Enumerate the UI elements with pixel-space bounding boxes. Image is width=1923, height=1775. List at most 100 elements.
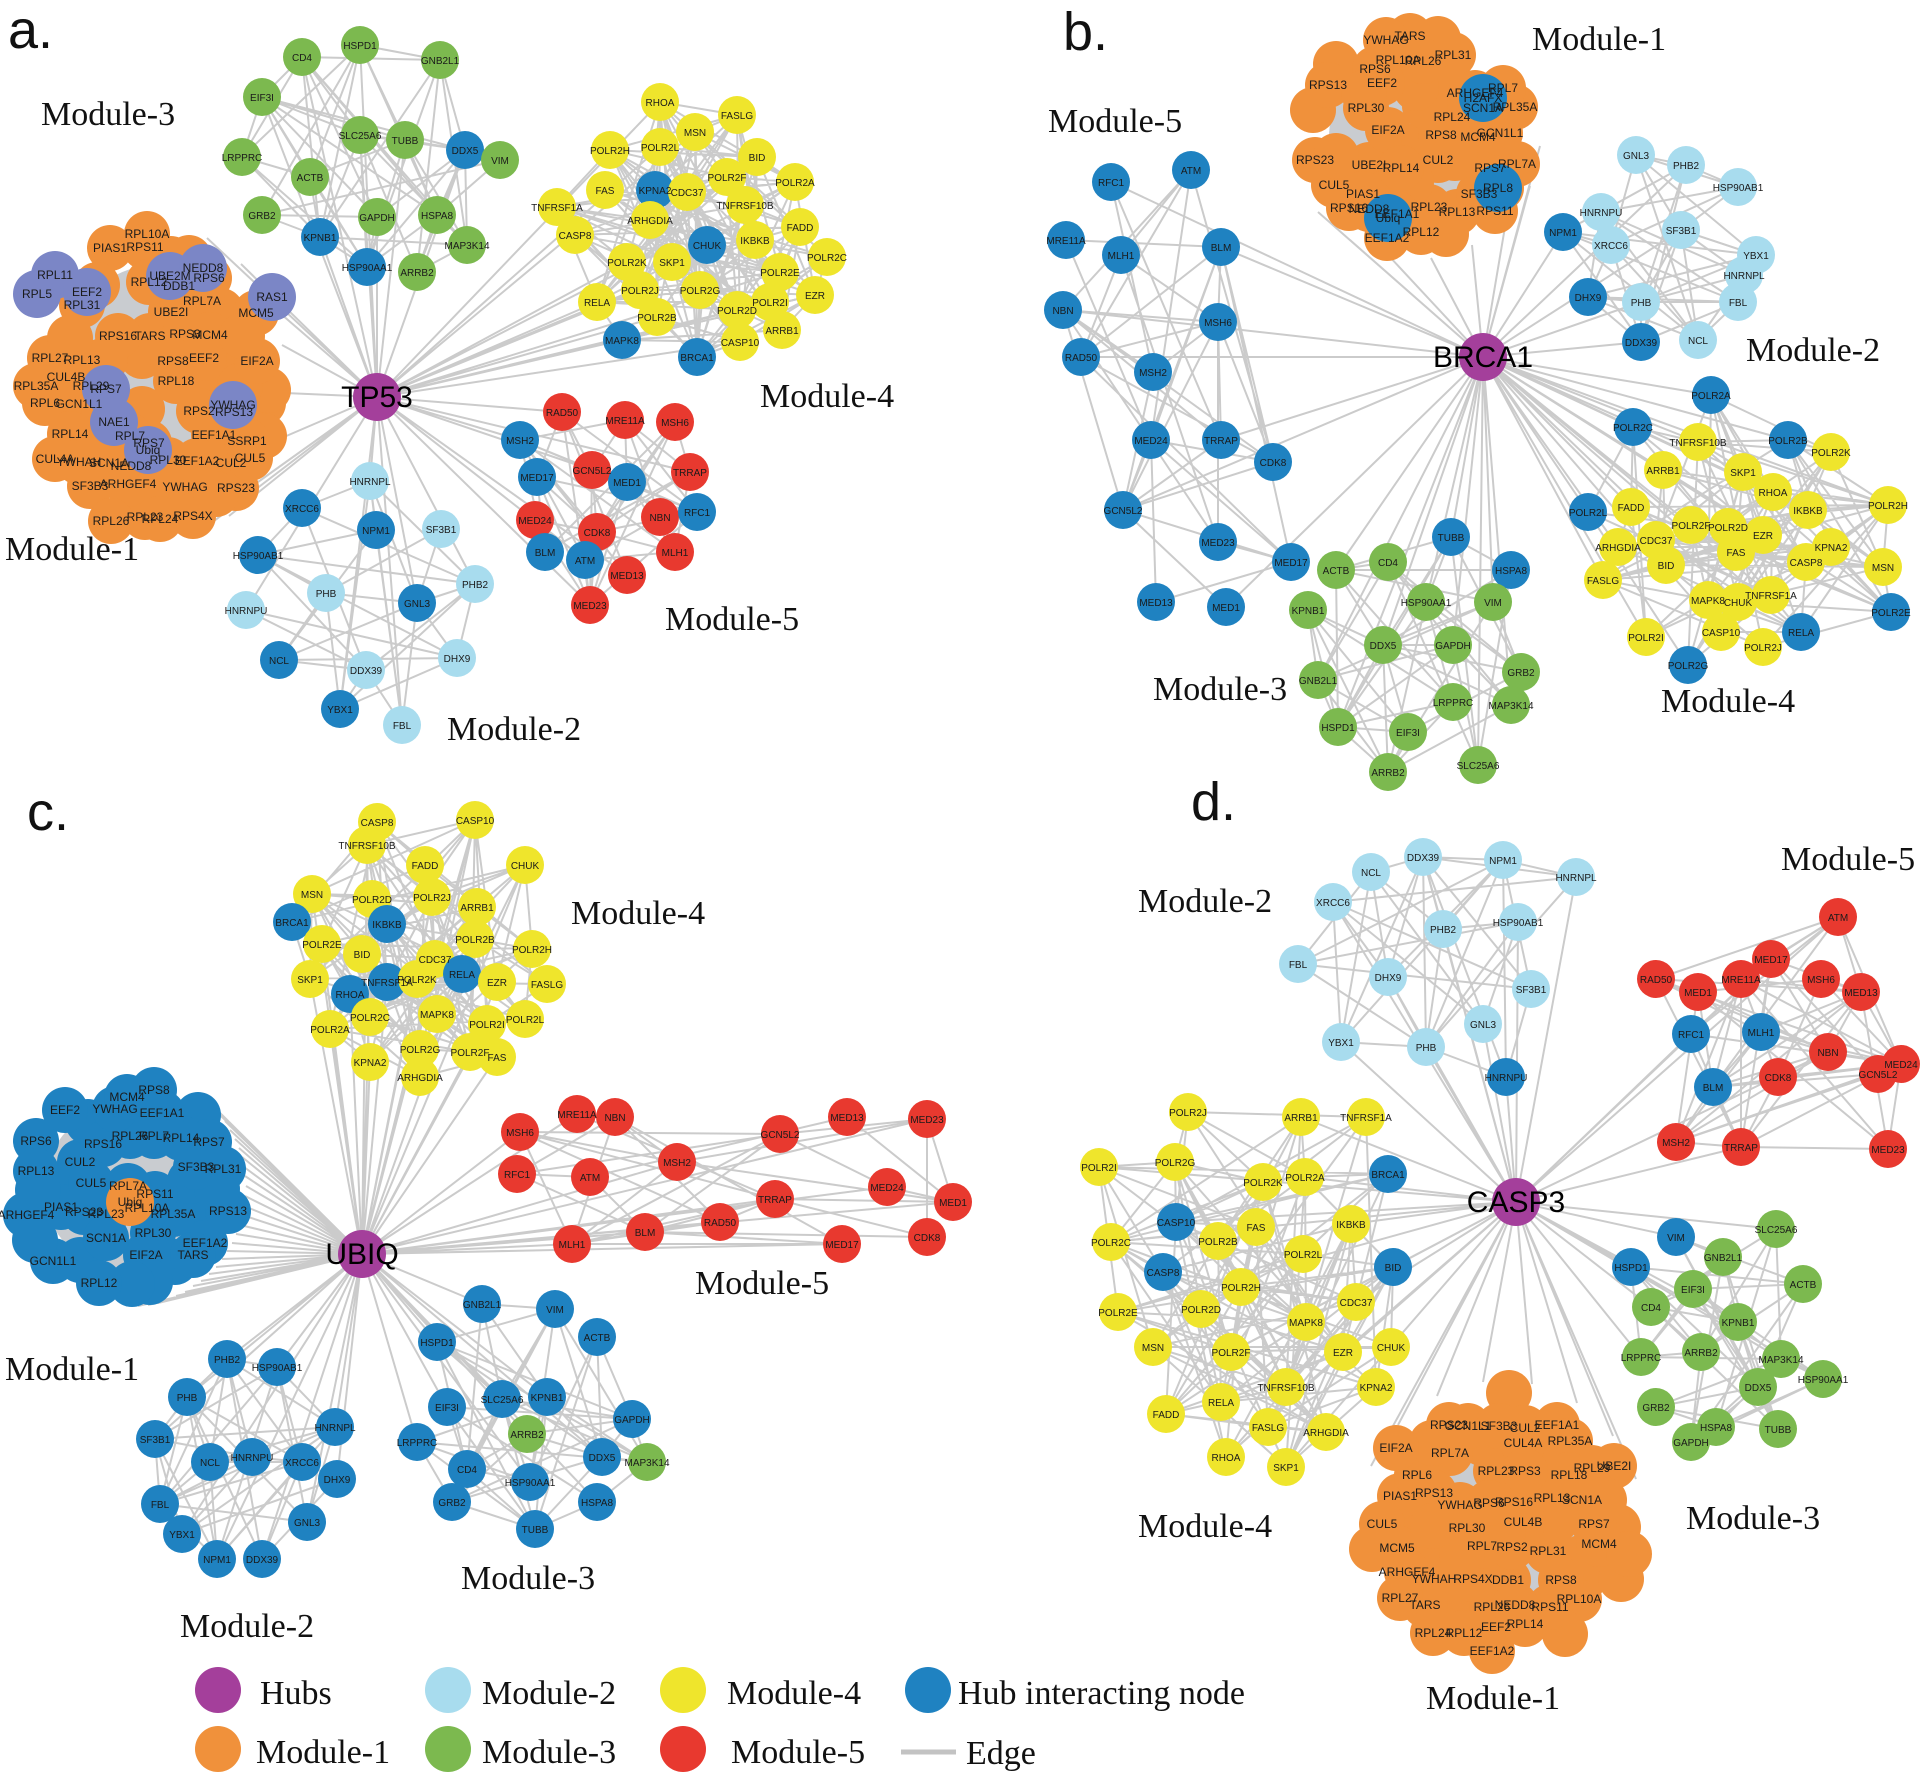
svg-text:RPL23: RPL23 — [1411, 200, 1448, 214]
svg-text:POLR2G: POLR2G — [400, 1045, 441, 1056]
svg-text:DDX5: DDX5 — [1745, 1383, 1772, 1394]
svg-text:GCN1L1: GCN1L1 — [56, 397, 103, 411]
svg-text:RPS11: RPS11 — [1531, 1600, 1568, 1614]
svg-text:RPL31: RPL31 — [1530, 1544, 1567, 1558]
svg-text:CDC37: CDC37 — [1340, 1298, 1373, 1309]
svg-text:Module-4: Module-4 — [1661, 683, 1795, 720]
svg-text:EZR: EZR — [1753, 531, 1773, 542]
svg-text:RHOA: RHOA — [646, 98, 675, 109]
svg-text:RAD50: RAD50 — [546, 408, 579, 419]
svg-text:MLH1: MLH1 — [559, 1240, 586, 1251]
svg-text:SCN1A: SCN1A — [1562, 1493, 1602, 1507]
svg-text:NEDD8: NEDD8 — [1495, 1598, 1536, 1612]
svg-text:RAS1: RAS1 — [256, 290, 288, 304]
svg-text:RPS7: RPS7 — [1578, 1517, 1610, 1531]
svg-text:CUL4B: CUL4B — [1504, 1515, 1543, 1529]
svg-text:MAPK8: MAPK8 — [1289, 1318, 1323, 1329]
svg-text:FADD: FADD — [412, 861, 439, 872]
svg-text:KPNA2: KPNA2 — [639, 186, 672, 197]
svg-text:Hubs: Hubs — [260, 1675, 332, 1712]
svg-text:RFC1: RFC1 — [1098, 178, 1125, 189]
svg-text:RPL30: RPL30 — [1449, 1521, 1486, 1535]
svg-text:Module-1: Module-1 — [5, 1351, 139, 1388]
svg-text:Module-5: Module-5 — [1781, 841, 1915, 878]
svg-text:RPL14: RPL14 — [52, 427, 89, 441]
svg-text:DHX9: DHX9 — [1575, 293, 1602, 304]
svg-text:RFC1: RFC1 — [684, 508, 711, 519]
svg-text:PHB: PHB — [177, 1393, 198, 1404]
svg-text:HSP90AB1: HSP90AB1 — [252, 1363, 303, 1374]
svg-text:MED24: MED24 — [1884, 1060, 1918, 1071]
svg-text:SKP1: SKP1 — [1273, 1463, 1299, 1474]
svg-text:NBN: NBN — [649, 513, 670, 524]
svg-text:YWHAG: YWHAG — [92, 1102, 137, 1116]
svg-text:EEF2: EEF2 — [1367, 76, 1397, 90]
svg-text:RPL6: RPL6 — [30, 396, 60, 410]
svg-text:POLR2L: POLR2L — [1569, 508, 1608, 519]
svg-text:VIM: VIM — [546, 1305, 564, 1316]
svg-text:GCN1L1: GCN1L1 — [1445, 1419, 1492, 1433]
svg-text:MED17: MED17 — [1754, 955, 1788, 966]
svg-text:POLR2B: POLR2B — [1198, 1237, 1238, 1248]
svg-text:EEF1A2: EEF1A2 — [1470, 1644, 1515, 1658]
svg-text:Ubiq: Ubiq — [136, 443, 161, 457]
svg-text:POLR2A: POLR2A — [1691, 391, 1731, 402]
svg-text:CHUK: CHUK — [1377, 1343, 1406, 1354]
svg-text:YWHAG: YWHAG — [1363, 33, 1408, 47]
svg-text:MAP3K14: MAP3K14 — [1488, 701, 1533, 712]
svg-text:LRPPRC: LRPPRC — [397, 1438, 438, 1449]
svg-text:POLR2L: POLR2L — [1284, 1250, 1323, 1261]
svg-text:RPS13: RPS13 — [1415, 1486, 1453, 1500]
svg-text:RPL13: RPL13 — [18, 1164, 55, 1178]
svg-text:HSP90AA1: HSP90AA1 — [505, 1478, 556, 1489]
svg-text:DHX9: DHX9 — [444, 654, 471, 665]
svg-text:EIF3I: EIF3I — [1396, 728, 1420, 739]
svg-text:DDX39: DDX39 — [350, 666, 383, 677]
svg-text:Module-1: Module-1 — [1532, 21, 1666, 58]
svg-text:Module-1: Module-1 — [256, 1734, 390, 1771]
svg-text:VIM: VIM — [1484, 598, 1502, 609]
svg-text:CUL5: CUL5 — [76, 1176, 107, 1190]
svg-text:RPS8: RPS8 — [1425, 128, 1457, 142]
svg-text:GAPDH: GAPDH — [1673, 1438, 1709, 1449]
svg-text:MED23: MED23 — [1201, 538, 1235, 549]
svg-text:RPS23: RPS23 — [65, 1205, 103, 1219]
svg-text:RPL27: RPL27 — [1382, 1591, 1419, 1605]
svg-text:PIAS1: PIAS1 — [44, 1200, 78, 1214]
svg-text:TARS: TARS — [177, 1248, 208, 1262]
svg-text:SKP1: SKP1 — [297, 975, 323, 986]
svg-text:RPL12: RPL12 — [81, 1276, 118, 1290]
svg-text:CD4: CD4 — [457, 1465, 477, 1476]
svg-text:CDC37: CDC37 — [671, 188, 704, 199]
svg-text:PIAS1: PIAS1 — [93, 241, 127, 255]
svg-text:POLR2D: POLR2D — [1181, 1305, 1221, 1316]
svg-text:RPL11: RPL11 — [37, 268, 73, 282]
svg-text:RPS16: RPS16 — [84, 1137, 122, 1151]
svg-text:HSP90AB1: HSP90AB1 — [1713, 183, 1764, 194]
svg-text:NPM1: NPM1 — [1489, 856, 1517, 867]
svg-text:EEF1A1: EEF1A1 — [1535, 1418, 1580, 1432]
svg-text:EIF3I: EIF3I — [435, 1403, 459, 1414]
svg-text:CASP8: CASP8 — [1790, 558, 1823, 569]
svg-text:BID: BID — [1385, 1263, 1402, 1274]
svg-text:POLR2A: POLR2A — [310, 1025, 350, 1036]
svg-text:MSH6: MSH6 — [506, 1128, 534, 1139]
svg-text:YWHAG: YWHAG — [210, 398, 255, 412]
svg-text:TRRAP: TRRAP — [1724, 1143, 1758, 1154]
svg-text:RPL14: RPL14 — [1507, 1617, 1544, 1631]
svg-text:GNB2L1: GNB2L1 — [1299, 676, 1338, 687]
svg-text:ARRB1: ARRB1 — [765, 326, 799, 337]
svg-text:CASP8: CASP8 — [361, 818, 394, 829]
svg-text:CUL2: CUL2 — [1423, 153, 1454, 167]
svg-text:FAS: FAS — [596, 186, 615, 197]
svg-text:MSH2: MSH2 — [663, 1158, 691, 1169]
svg-text:EIF2A: EIF2A — [129, 1248, 162, 1262]
svg-text:RPS23: RPS23 — [217, 481, 255, 495]
svg-text:Module-1: Module-1 — [5, 531, 139, 568]
svg-text:MSH6: MSH6 — [1204, 318, 1232, 329]
svg-text:YBX1: YBX1 — [1328, 1038, 1354, 1049]
svg-text:TNFRSF1A: TNFRSF1A — [361, 978, 413, 989]
svg-text:EEF2: EEF2 — [72, 285, 102, 299]
svg-text:MED17: MED17 — [825, 1240, 859, 1251]
svg-text:POLR2F: POLR2F — [451, 1048, 490, 1059]
